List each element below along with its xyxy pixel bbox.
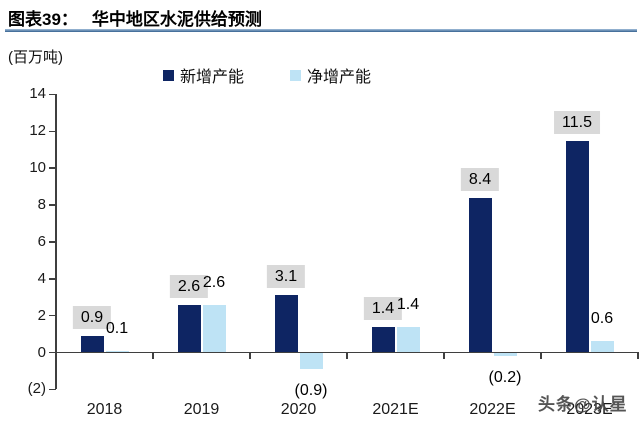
category-label: 2021E bbox=[372, 401, 419, 418]
bar-new-capacity bbox=[371, 326, 395, 353]
figure-number: 图表39： bbox=[8, 10, 78, 29]
x-tick bbox=[540, 352, 542, 359]
bar-label-new-capacity: 1.4 bbox=[363, 296, 403, 320]
bar-new-capacity bbox=[468, 197, 492, 353]
bar-label-new-capacity: 2.6 bbox=[169, 274, 209, 298]
bar-label-new-capacity: 0.9 bbox=[72, 305, 112, 329]
y-tick-label: 12 bbox=[29, 122, 46, 140]
bar-new-capacity bbox=[274, 295, 298, 353]
bar-label-net-capacity: (0.9) bbox=[294, 382, 328, 400]
y-tick-label: (2) bbox=[27, 380, 46, 398]
y-tick-label: 8 bbox=[37, 196, 46, 214]
legend-item-net-capacity: 净增产能 bbox=[290, 63, 371, 87]
bar-net-capacity bbox=[105, 350, 129, 353]
bar-net-capacity bbox=[396, 326, 420, 353]
y-tick-label: 0 bbox=[37, 343, 46, 361]
y-tick bbox=[49, 314, 56, 317]
figure-title: 图表39： 华中地区水泥供给预测 bbox=[8, 5, 262, 30]
category-label: 2023E bbox=[566, 401, 613, 418]
bar-net-capacity bbox=[590, 341, 614, 353]
bar-label-net-capacity: 2.6 bbox=[202, 273, 226, 291]
bar-new-capacity bbox=[80, 335, 104, 353]
x-tick bbox=[55, 352, 57, 359]
bar-new-capacity bbox=[177, 304, 201, 353]
y-tick bbox=[49, 167, 56, 169]
bar-label-new-capacity: 8.4 bbox=[460, 167, 500, 191]
bar-label-new-capacity: 3.1 bbox=[266, 265, 306, 289]
title-underline bbox=[5, 29, 637, 32]
category-label: 2020 bbox=[280, 401, 317, 418]
legend-swatch-new-capacity bbox=[163, 69, 174, 81]
y-tick-label: 4 bbox=[37, 269, 46, 287]
legend-label-new-capacity: 新增产能 bbox=[180, 69, 245, 86]
figure-name: 华中地区水泥供给预测 bbox=[91, 10, 262, 29]
bar-net-capacity bbox=[202, 304, 226, 353]
legend-item-new-capacity: 新增产能 bbox=[163, 63, 244, 87]
category-label: 2018 bbox=[86, 401, 123, 418]
legend-label-net-capacity: 净增产能 bbox=[307, 69, 372, 86]
bar-label-net-capacity: 0.6 bbox=[590, 310, 614, 328]
x-tick bbox=[249, 352, 251, 359]
y-tick bbox=[49, 241, 56, 243]
y-tick-label: 2 bbox=[37, 306, 46, 324]
y-tick bbox=[49, 278, 56, 280]
y-tick bbox=[49, 388, 56, 391]
x-tick bbox=[443, 352, 445, 359]
axis-unit-label: (百万吨) bbox=[8, 49, 63, 66]
x-tick bbox=[152, 352, 154, 359]
y-tick-label: 10 bbox=[29, 159, 46, 177]
watermark: 头条@认星 bbox=[538, 395, 628, 414]
category-label: 2019 bbox=[183, 401, 220, 418]
bar-label-net-capacity: 1.4 bbox=[396, 295, 420, 313]
x-tick bbox=[346, 352, 348, 359]
y-tick bbox=[49, 93, 56, 96]
chart-legend: 新增产能 净增产能 bbox=[163, 63, 371, 87]
bar-label-new-capacity: 11.5 bbox=[554, 110, 600, 134]
y-tick bbox=[49, 130, 56, 133]
bar-net-capacity bbox=[299, 352, 323, 370]
x-tick bbox=[637, 352, 639, 359]
y-tick bbox=[49, 351, 56, 354]
legend-swatch-net-capacity bbox=[290, 69, 302, 81]
y-tick bbox=[49, 204, 56, 206]
bar-new-capacity bbox=[565, 140, 589, 353]
y-tick-label: 6 bbox=[37, 232, 46, 250]
bar-label-net-capacity: (0.2) bbox=[488, 369, 522, 387]
bar-net-capacity bbox=[493, 352, 517, 357]
bar-label-net-capacity: 0.1 bbox=[105, 319, 129, 337]
category-label: 2022E bbox=[469, 401, 516, 418]
y-tick-label: 14 bbox=[29, 85, 46, 103]
